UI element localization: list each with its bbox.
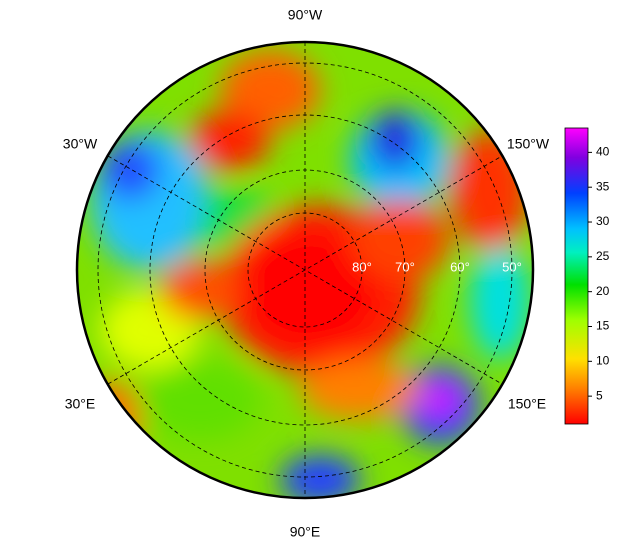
colorbar-tick-label: 35	[596, 179, 610, 193]
lon-label: 90°W	[288, 7, 323, 23]
lon-label: 30°W	[63, 136, 98, 152]
lat-label: 60°	[450, 259, 470, 274]
colorbar	[564, 127, 589, 425]
colorbar-tick-label: 15	[596, 319, 610, 333]
colorbar-tick-label: 20	[596, 284, 610, 298]
colorbar-tick-label: 40	[596, 145, 610, 159]
lon-label: 150°E	[508, 396, 546, 412]
lat-label: 70°	[395, 259, 415, 274]
colorbar-tick-label: 5	[596, 388, 603, 402]
colorbar-tick-label: 10	[596, 353, 610, 367]
lon-label: 150°W	[507, 136, 550, 152]
lat-label: 80°	[352, 259, 372, 274]
colorbar-tick-label: 30	[596, 214, 610, 228]
lat-label: 50°	[502, 259, 522, 274]
map-border	[75, 40, 535, 500]
colorbar-tick-label: 25	[596, 249, 610, 263]
lon-label: 90°E	[290, 524, 321, 540]
lon-label: 30°E	[65, 396, 96, 412]
